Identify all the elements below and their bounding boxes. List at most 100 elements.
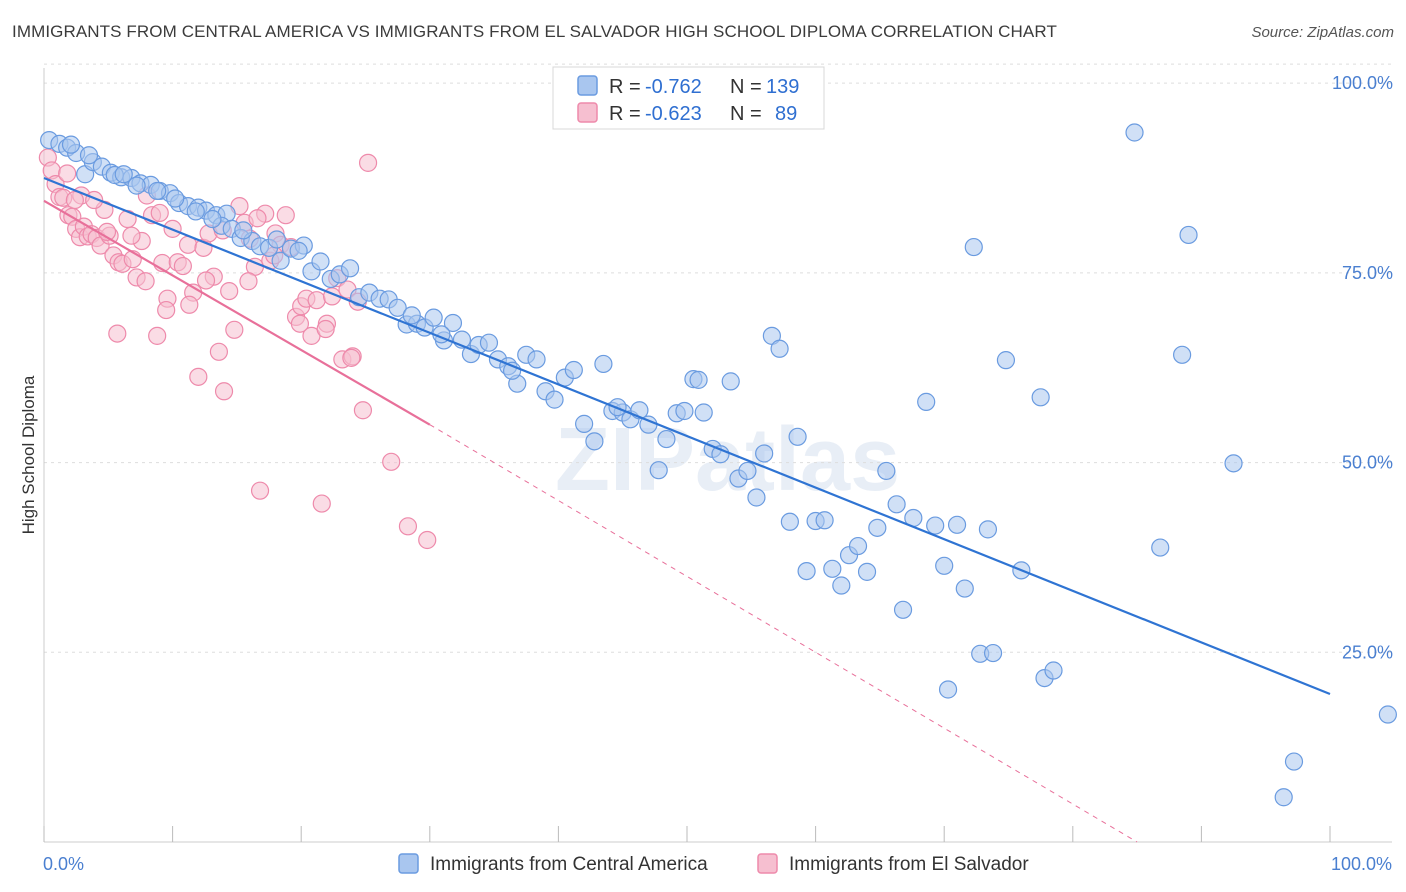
- el-salvador-point-79: [239, 272, 258, 291]
- central-america-point-74: [675, 401, 694, 421]
- el-salvador-point-86: [248, 209, 267, 228]
- el-salvador-point-25: [148, 326, 167, 345]
- central-america-point-118: [1173, 345, 1192, 364]
- legend-swatch-pink: [577, 102, 598, 123]
- central-america-point-49: [443, 313, 463, 333]
- el-salvador-point-70: [58, 164, 77, 183]
- central-america-point-123: [1378, 705, 1397, 724]
- central-america-point-138: [61, 135, 81, 154]
- el-salvador-point-77: [196, 271, 216, 290]
- axes: [43, 68, 1392, 843]
- legend-n-value-1: 139: [766, 76, 799, 98]
- central-america-point-94: [848, 536, 868, 556]
- central-america-point-99: [893, 600, 913, 619]
- legend-n-value-2: 89: [775, 103, 797, 125]
- central-america-point-133: [402, 306, 421, 325]
- central-america-point-31: [271, 251, 290, 270]
- central-america-point-43: [388, 298, 407, 317]
- bottom-legend-label-central-america: Immigrants from Central America: [430, 854, 708, 875]
- central-america-point-128: [148, 181, 167, 201]
- central-america-point-137: [689, 370, 708, 389]
- legend-r-value-1: -0.762: [645, 76, 702, 98]
- central-america-point-85: [770, 339, 789, 358]
- el-salvador-point-38: [214, 382, 234, 401]
- central-america-point-38: [340, 259, 360, 278]
- el-salvador-point-30: [173, 256, 192, 276]
- central-america-point-105: [955, 579, 974, 598]
- source-credit: Source: ZipAtlas.com: [1251, 24, 1394, 41]
- central-america-point-24: [186, 202, 205, 221]
- central-america-point-132: [289, 241, 308, 260]
- central-america-point-103: [935, 556, 954, 575]
- series-central-america-points: [40, 123, 1397, 807]
- watermark: ZIPatlas: [555, 410, 900, 510]
- el-salvador-point-45: [250, 481, 270, 500]
- legend-n-label-1: N =: [730, 76, 762, 98]
- el-salvador-point-75: [136, 272, 155, 291]
- central-america-point-88: [797, 561, 816, 581]
- el-salvador-point-84: [108, 324, 127, 343]
- el-salvador-point-68: [398, 517, 418, 536]
- central-america-point-114: [1044, 661, 1063, 680]
- el-salvador-point-56: [307, 291, 326, 310]
- legend-box: R = -0.762 N = 139 R = -0.623 N = 89: [552, 66, 825, 130]
- trend-line-el-salvador: [43, 199, 431, 426]
- central-america-point-131: [267, 230, 286, 249]
- central-america-point-76: [694, 403, 713, 422]
- central-america-point-23: [166, 189, 185, 208]
- bottom-legend-swatch-blue: [398, 853, 419, 874]
- legend-r-label-2: R =: [609, 103, 641, 125]
- el-salvador-point-50: [276, 206, 295, 225]
- y-tick-labels: 25.0% 50.0% 75.0% 100.0%: [1332, 73, 1393, 662]
- central-america-point-20: [79, 146, 99, 165]
- central-america-point-82: [747, 488, 766, 507]
- trend-lines: [43, 177, 1331, 843]
- central-america-point-115: [938, 680, 958, 699]
- central-america-point-64: [585, 432, 604, 451]
- central-america-point-87: [788, 427, 807, 446]
- central-america-point-112: [1031, 388, 1050, 407]
- central-america-point-90: [815, 511, 834, 530]
- el-salvador-point-88: [150, 203, 169, 223]
- legend-frame: [552, 66, 825, 130]
- y-tick-label-1: 50.0%: [1342, 453, 1393, 473]
- bottom-legend-label-el-salvador: Immigrants from El Salvador: [789, 854, 1029, 875]
- el-salvador-point-85: [180, 295, 199, 314]
- central-america-point-117: [1151, 538, 1170, 557]
- el-salvador-point-33: [189, 367, 208, 386]
- central-america-point-62: [564, 360, 583, 380]
- y-tick-label-2: 75.0%: [1342, 263, 1393, 283]
- el-salvador-point-57: [312, 494, 331, 513]
- central-america-point-98: [887, 495, 906, 514]
- central-america-point-104: [947, 515, 967, 534]
- central-america-point-120: [1224, 454, 1243, 473]
- el-salvador-point-66: [358, 153, 378, 172]
- central-america-point-22: [127, 176, 146, 195]
- el-salvador-point-37: [209, 342, 228, 361]
- central-america-point-130: [234, 221, 253, 240]
- central-america-point-91: [823, 559, 842, 578]
- el-salvador-point-65: [353, 401, 373, 420]
- x-tick-max: 100.0%: [1331, 854, 1392, 874]
- central-america-point-129: [203, 209, 222, 229]
- series-el-salvador-points: [38, 148, 437, 550]
- central-america-point-97: [877, 461, 896, 481]
- central-america-point-63: [575, 414, 594, 433]
- central-america-point-35: [311, 252, 330, 271]
- central-america-point-127: [114, 165, 133, 184]
- el-salvador-point-40: [225, 320, 244, 339]
- y-tick-label-3: 100.0%: [1332, 73, 1393, 93]
- chart-title: IMMIGRANTS FROM CENTRAL AMERICA VS IMMIG…: [12, 22, 1057, 41]
- central-america-point-71: [649, 461, 668, 480]
- central-america-point-121: [1274, 788, 1293, 807]
- legend-n-label-2: N =: [730, 103, 762, 125]
- el-salvador-point-76: [157, 300, 176, 320]
- central-america-point-92: [832, 576, 851, 595]
- central-america-point-106: [964, 237, 983, 257]
- el-salvador-point-67: [382, 452, 401, 471]
- central-america-point-53: [479, 333, 499, 352]
- el-salvador-point-87: [65, 190, 84, 210]
- legend-r-label-1: R =: [609, 76, 641, 98]
- legend-swatch-blue: [577, 75, 598, 96]
